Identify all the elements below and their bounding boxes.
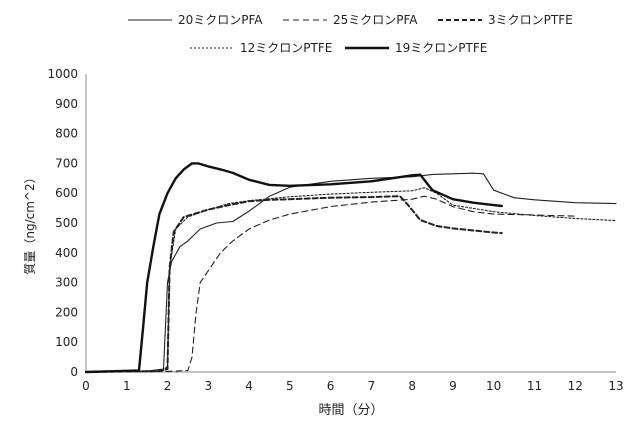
y-tick-label: 100 xyxy=(55,335,78,349)
x-tick-label: 13 xyxy=(608,379,623,393)
y-tick-labels: 0 100 200 300 400 500 600 700 800 900 1000 xyxy=(47,67,78,379)
x-axis-label: 時間（分） xyxy=(318,403,383,418)
axes: 01002003004005006007008009001000 0123456… xyxy=(47,67,623,393)
y-axis-label: 質量（ng/cm^2） xyxy=(22,171,37,274)
x-tick-label: 1 xyxy=(123,379,131,393)
x-tick-label: 11 xyxy=(527,379,542,393)
x-tick-label: 2 xyxy=(164,379,172,393)
x-tick-label: 8 xyxy=(408,379,416,393)
x-tick-label: 7 xyxy=(368,379,376,393)
y-tick-label: 700 xyxy=(55,156,78,170)
x-tick-label: 10 xyxy=(486,379,501,393)
x-tick-label: 5 xyxy=(286,379,294,393)
x-tick-label: 3 xyxy=(204,379,212,393)
plot-area xyxy=(86,163,616,372)
x-tick-label: 4 xyxy=(245,379,253,393)
x-tick-label: 12 xyxy=(568,379,583,393)
x-tick-label: 9 xyxy=(449,379,457,393)
series-line-3 xyxy=(86,196,502,372)
series-line-4 xyxy=(86,188,616,372)
y-tick-label: 200 xyxy=(55,305,78,319)
y-tick-label: 0 xyxy=(70,365,78,379)
series-line-2 xyxy=(86,196,575,372)
y-tick-label: 900 xyxy=(55,97,78,111)
y-tick-label: 800 xyxy=(55,127,78,141)
x-tick-labels: 012345678910111213 xyxy=(82,379,623,393)
legend-label: 3ミクロンPTFE xyxy=(488,13,573,27)
legend-label: 20ミクロンPFA xyxy=(178,13,263,27)
legend-label: 25ミクロンPFA xyxy=(333,13,418,27)
y-tick-label: 500 xyxy=(55,216,78,230)
legend: 20ミクロンPFA 25ミクロンPFA 3ミクロンPTFE 12ミクロンPTFE 19ミ… xyxy=(128,13,573,55)
y-tick-label: 400 xyxy=(55,246,78,260)
y-tick-label: 300 xyxy=(55,276,78,290)
y-tick-label: 600 xyxy=(55,186,78,200)
y-tick-label: 1000 xyxy=(47,67,78,81)
x-tick-label: 6 xyxy=(327,379,335,393)
legend-label: 19ミクロンPTFE xyxy=(395,41,487,55)
x-tick-label: 0 xyxy=(82,379,90,393)
legend-label: 12ミクロンPTFE xyxy=(240,41,332,55)
series-line-1 xyxy=(86,173,616,372)
